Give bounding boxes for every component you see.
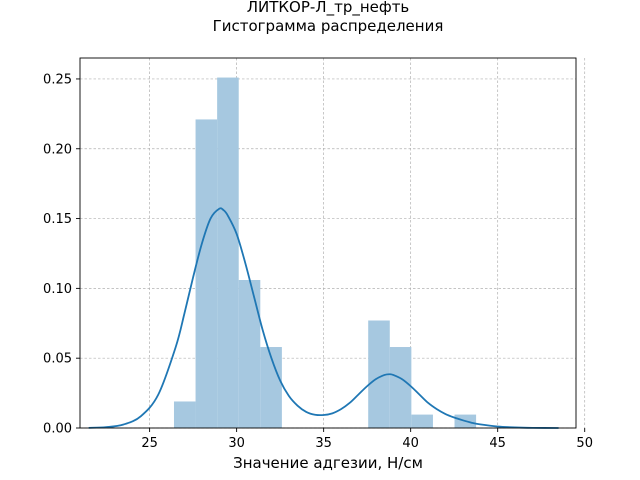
x-tick-label: 40 xyxy=(402,436,419,451)
x-tick-label: 50 xyxy=(576,436,593,451)
y-tick-label: 0.25 xyxy=(43,72,72,87)
chart-title-line-2: Гистограмма распределения xyxy=(213,17,444,35)
y-tick-label: 0.10 xyxy=(43,282,72,297)
grid-lines xyxy=(80,58,586,429)
histogram-bar xyxy=(238,280,261,428)
plot-frame xyxy=(79,57,577,429)
y-tick-label: 0.20 xyxy=(43,142,72,157)
histogram-bar xyxy=(217,77,239,428)
histogram-bar xyxy=(173,401,196,428)
histogram-bar xyxy=(195,119,218,428)
kde-curve xyxy=(88,207,559,429)
histogram-bar xyxy=(389,347,412,428)
x-axis-ticks: 25 30 35 40 45 50 xyxy=(141,428,593,451)
x-tick-label: 25 xyxy=(141,436,158,451)
chart-title-line-1: ЛИТКОР-Л_тр_нефть xyxy=(247,0,410,17)
y-tick-label: 0.05 xyxy=(43,352,72,367)
histogram-bar xyxy=(260,347,282,428)
x-tick-label: 45 xyxy=(489,436,506,451)
x-axis-label: Значение адгезии, Н/см xyxy=(233,454,423,472)
x-tick-label: 35 xyxy=(315,436,332,451)
histogram-bars xyxy=(173,77,477,428)
x-tick-label: 30 xyxy=(228,436,245,451)
y-tick-label: 0.00 xyxy=(43,422,72,437)
histogram-bar xyxy=(368,320,390,428)
histogram-bar xyxy=(411,414,433,428)
y-tick-label: 0.15 xyxy=(43,212,72,227)
y-axis-ticks: 0.00 0.05 0.10 0.15 0.20 0.25 xyxy=(43,72,80,437)
